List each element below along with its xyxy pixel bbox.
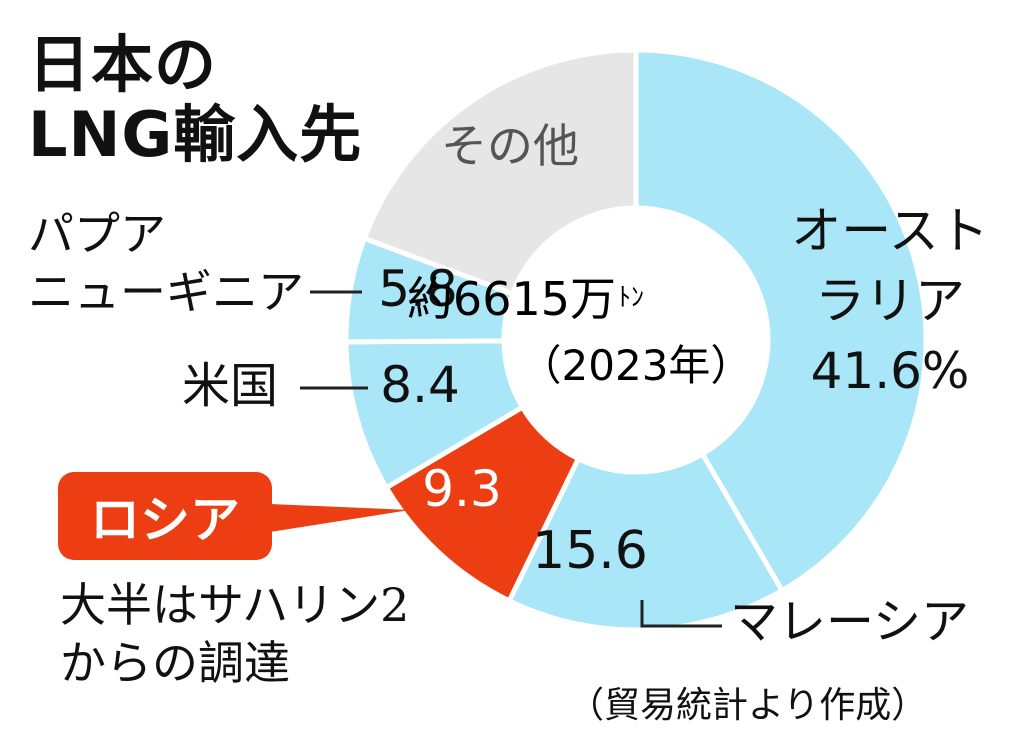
slice-label-png-value: 5.8 — [378, 260, 458, 318]
center-unit-label: ﾄﾝ — [618, 283, 644, 313]
chart-title-line2: LNG輸入先 — [28, 98, 363, 171]
source-note: （貿易統計より作成） — [568, 685, 928, 726]
external-label-malaysia: マレーシア — [730, 594, 969, 650]
slice-label-malaysia-value: 15.6 — [532, 521, 648, 581]
center-label: 約6615万 ﾄﾝ （2023年） — [407, 272, 753, 390]
russia-note-line2: からの調達 — [60, 636, 290, 690]
slice-other — [361, 47, 639, 297]
leader-line-malaysia — [640, 600, 722, 628]
chart-title-line1: 日本の — [28, 28, 218, 101]
slice-label-australia-value: 41.6% — [811, 342, 970, 400]
russia-note-line1: 大半はサハリン2 — [60, 578, 410, 632]
leader-lines — [270, 290, 722, 628]
slice-label-australia-name: ラリア — [815, 272, 965, 330]
slice-label-russia-value: 9.3 — [422, 460, 502, 518]
external-label-usa: 米国 — [182, 358, 278, 414]
center-year-label: （2023年） — [520, 341, 753, 390]
russia-callout-pointer — [270, 504, 410, 532]
slices-layer — [343, 47, 929, 633]
external-label-png-line1: パプア — [28, 207, 166, 261]
external-label-png-line2: ニューギニア — [28, 265, 304, 319]
center-total-label: 約6615万 — [407, 272, 616, 326]
slice-australia — [633, 47, 929, 594]
russia-callout-badge: ロシア — [58, 472, 272, 560]
slice-label-usa-value: 8.4 — [380, 356, 460, 414]
slice-label-other-name: その他 — [441, 119, 579, 173]
slice-label-australia-name: オースト — [791, 202, 989, 260]
slice-malaysia — [505, 450, 786, 633]
